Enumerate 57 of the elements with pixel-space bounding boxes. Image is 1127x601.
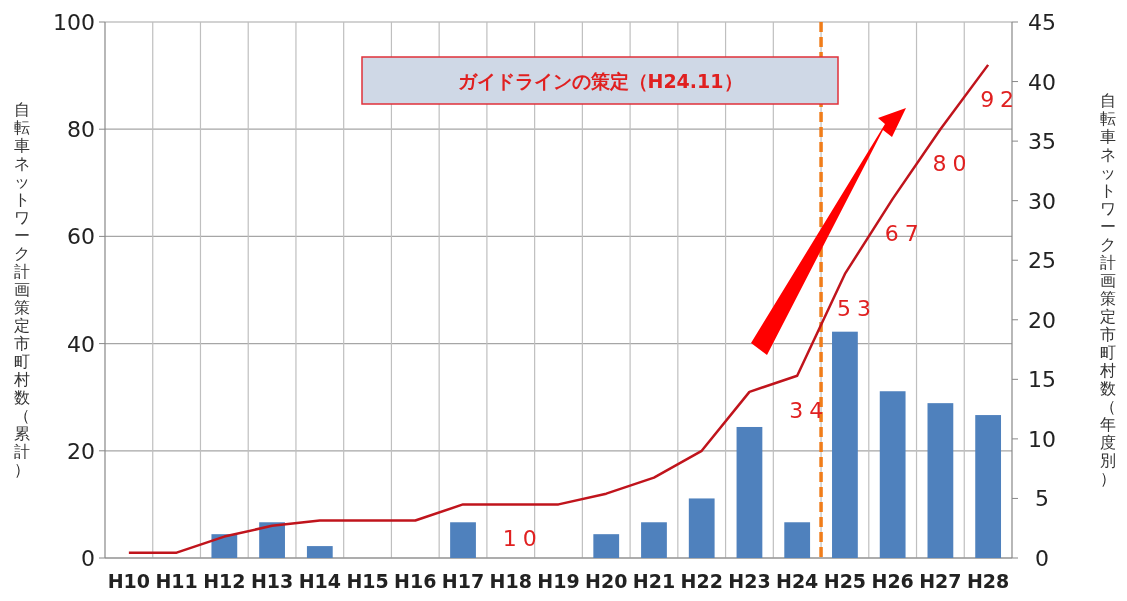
annotation: ガイドラインの策定（H24.11） xyxy=(457,70,743,92)
data-label: 34 xyxy=(789,397,830,423)
x-tick-label: H25 xyxy=(823,570,867,592)
y-tick-label: 100 xyxy=(53,10,95,35)
x-tick-label: H18 xyxy=(489,570,532,592)
x-tick-label: H21 xyxy=(632,570,676,592)
y2-tick-label: 40 xyxy=(1028,69,1056,95)
y-tick-label: 0 xyxy=(81,546,95,571)
y2-tick-label: 25 xyxy=(1028,248,1056,274)
data-label: 53 xyxy=(836,295,877,321)
bar xyxy=(927,403,954,558)
bar xyxy=(259,522,285,558)
x-tick-label: H23 xyxy=(728,570,771,592)
text: 自転車ネットワーク計画策定市町村数（累計） xyxy=(14,100,30,479)
bar xyxy=(736,426,763,558)
data-label: 10 xyxy=(502,526,543,552)
bar xyxy=(450,522,476,558)
bar xyxy=(211,534,238,558)
data-label: 80 xyxy=(932,151,973,177)
bar xyxy=(593,534,620,558)
bar xyxy=(641,522,667,558)
bar xyxy=(832,331,858,558)
x-tick-label: H20 xyxy=(585,570,628,592)
x-tick-label: H26 xyxy=(871,570,914,592)
x-tick-label: H14 xyxy=(298,570,341,592)
x-tick-label: H28 xyxy=(966,570,1010,592)
y2-tick-label: 15 xyxy=(1028,367,1056,393)
bar xyxy=(306,546,333,558)
y2-tick-label: 0 xyxy=(1035,546,1049,571)
y2-tick-label: 10 xyxy=(1028,426,1056,452)
bar xyxy=(975,415,1002,558)
x-tick-label: H27 xyxy=(919,570,962,592)
y-tick-label: 40 xyxy=(67,331,95,357)
y-tick-label: 20 xyxy=(67,438,95,464)
x-tick-label: H19 xyxy=(537,570,580,592)
text: 自転車ネットワーク計画策定市町村数（年度別） xyxy=(1100,91,1116,488)
x-tick-label: H10 xyxy=(107,570,151,592)
x-tick-label: H12 xyxy=(203,570,246,592)
x-tick-label: H16 xyxy=(394,570,437,592)
y2-tick-label: 30 xyxy=(1028,188,1056,214)
x-tick-label: H22 xyxy=(680,570,723,592)
x-tick-label: H17 xyxy=(441,570,485,592)
bar xyxy=(688,498,715,558)
bar xyxy=(784,522,811,558)
x-tick-label: H13 xyxy=(250,570,294,592)
y2-tick-label: 45 xyxy=(1028,10,1056,35)
y2-tick-label: 35 xyxy=(1028,129,1056,155)
data-label: 92 xyxy=(980,86,1021,112)
y-tick-label: 80 xyxy=(67,117,95,143)
y2-tick-label: 5 xyxy=(1035,486,1049,512)
data-label: 67 xyxy=(884,220,925,246)
y-tick-label: 60 xyxy=(67,224,95,250)
y2-tick-label: 20 xyxy=(1028,307,1056,333)
bar xyxy=(879,391,906,558)
x-tick-label: H24 xyxy=(776,570,819,592)
x-tick-label: H11 xyxy=(155,570,198,592)
x-tick-label: H15 xyxy=(346,570,389,592)
